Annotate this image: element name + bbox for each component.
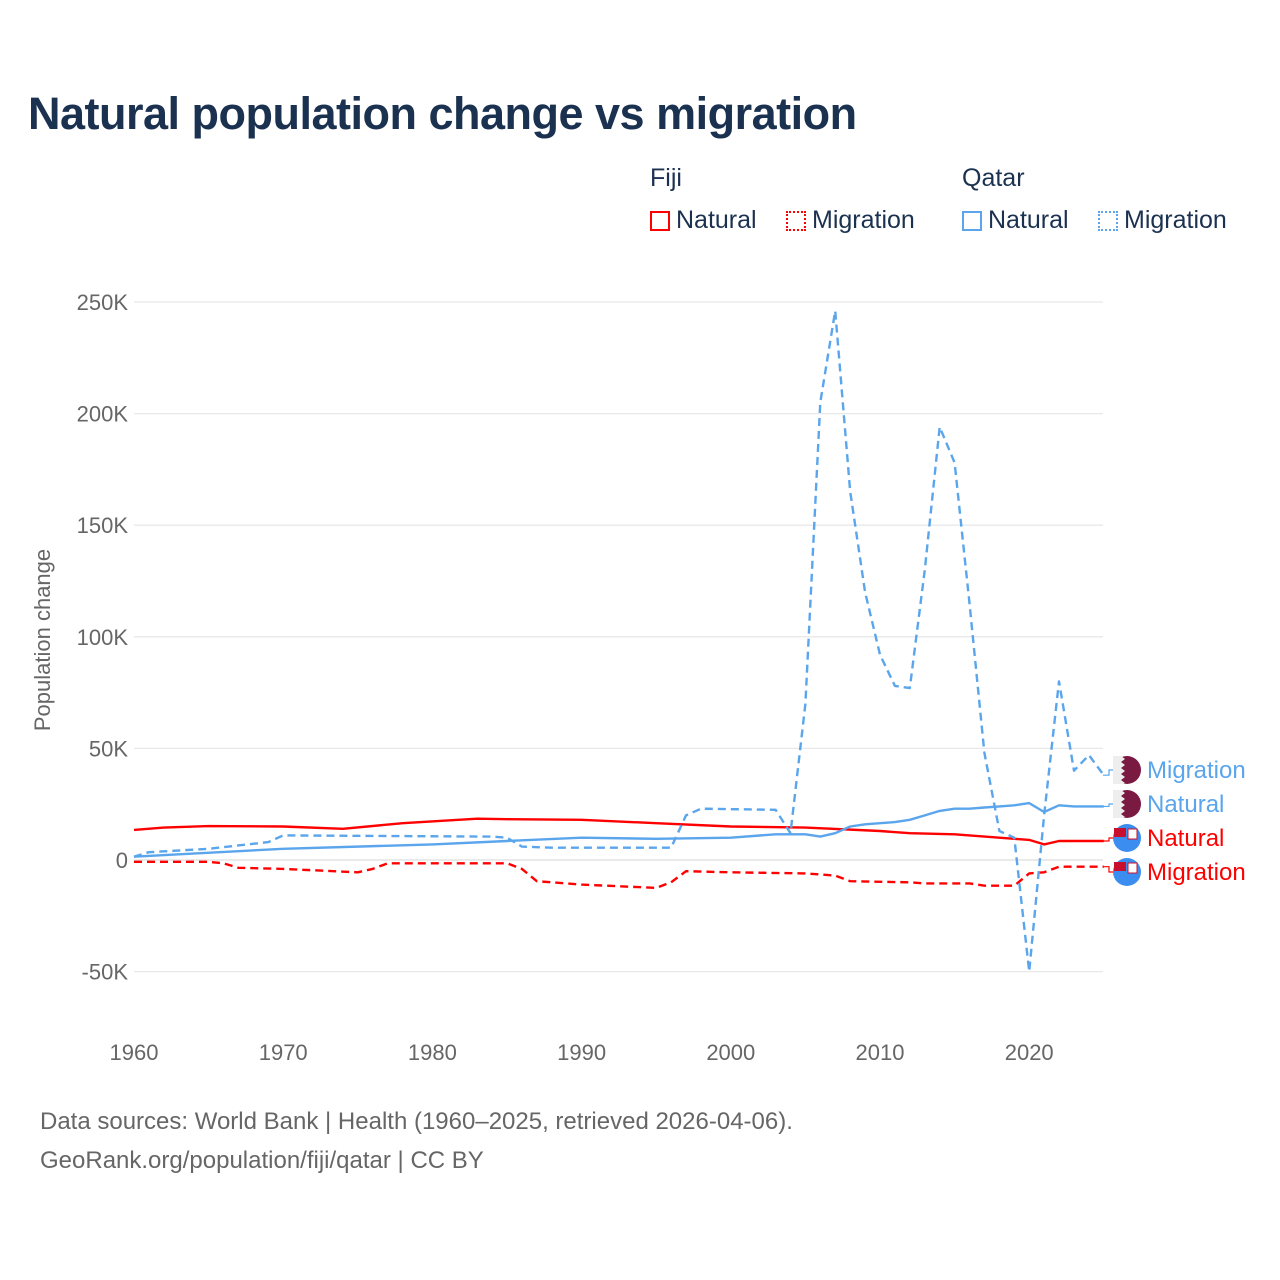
legend-label: Natural bbox=[676, 206, 757, 234]
end-label-qatar-natural: Natural bbox=[1147, 791, 1224, 818]
legend-group-qatar: Qatar bbox=[962, 164, 1025, 192]
legend-swatch-dotted bbox=[786, 210, 806, 231]
legend-label: Migration bbox=[1124, 206, 1227, 234]
end-label-fiji-migration: Migration bbox=[1147, 859, 1246, 886]
flag-union-jack bbox=[1114, 828, 1126, 837]
y-tick-label: 250K bbox=[77, 290, 129, 315]
legend-fiji-natural[interactable]: Natural bbox=[650, 206, 757, 235]
series-line-qatar-natural bbox=[133, 801, 1104, 858]
flag-serration bbox=[1113, 756, 1125, 784]
legend-fiji-migration[interactable]: Migration bbox=[786, 206, 915, 235]
x-tick-label: 1990 bbox=[557, 1040, 606, 1065]
legend-label: Migration bbox=[812, 206, 915, 234]
qatar-flag-icon bbox=[1113, 756, 1141, 784]
flag-shield bbox=[1127, 828, 1138, 840]
chart-title: Natural population change vs migration bbox=[28, 88, 857, 139]
footer-link[interactable]: GeoRank.org/population/fiji/qatar | CC B… bbox=[40, 1147, 484, 1174]
legend-qatar-migration[interactable]: Migration bbox=[1098, 206, 1227, 235]
x-tick-label: 1970 bbox=[259, 1040, 308, 1065]
legend-swatch-solid bbox=[650, 210, 670, 231]
y-tick-label: -50K bbox=[82, 960, 129, 985]
legend-swatch-solid bbox=[962, 210, 982, 231]
legend-group-fiji: Fiji bbox=[650, 164, 682, 192]
series-line-qatar-migration bbox=[133, 309, 1105, 973]
y-tick-label: 50K bbox=[89, 736, 128, 761]
y-tick-label: 150K bbox=[77, 513, 129, 538]
y-tick-label: 0 bbox=[116, 848, 128, 873]
legend-swatch-dotted bbox=[1098, 210, 1118, 231]
end-label-qatar-migration: Migration bbox=[1147, 757, 1246, 784]
y-tick-label: 100K bbox=[77, 625, 129, 650]
end-label-fiji-natural: Natural bbox=[1147, 825, 1224, 852]
flag-union-jack bbox=[1114, 862, 1126, 871]
flag-shield bbox=[1127, 862, 1138, 874]
label-connector bbox=[1103, 866, 1115, 873]
legend-label: Natural bbox=[988, 206, 1069, 234]
series-line-fiji-migration bbox=[134, 860, 1104, 890]
qatar-flag-icon bbox=[1113, 790, 1141, 818]
legend-qatar-natural[interactable]: Natural bbox=[962, 206, 1069, 235]
x-tick-label: 2010 bbox=[856, 1040, 905, 1065]
fiji-flag-icon bbox=[1113, 858, 1141, 886]
fiji-flag-icon bbox=[1113, 824, 1141, 852]
x-tick-label: 1980 bbox=[408, 1040, 457, 1065]
label-connector bbox=[1103, 769, 1115, 776]
flag-serration bbox=[1113, 790, 1125, 818]
footer-source: Data sources: World Bank | Health (1960–… bbox=[40, 1108, 793, 1135]
series-line-fiji-natural bbox=[133, 817, 1104, 846]
x-tick-label: 2020 bbox=[1005, 1040, 1054, 1065]
x-tick-label: 2000 bbox=[706, 1040, 755, 1065]
x-tick-label: 1960 bbox=[110, 1040, 159, 1065]
y-tick-label: 200K bbox=[77, 402, 129, 427]
label-connector bbox=[1103, 837, 1115, 842]
label-connector bbox=[1103, 803, 1115, 808]
